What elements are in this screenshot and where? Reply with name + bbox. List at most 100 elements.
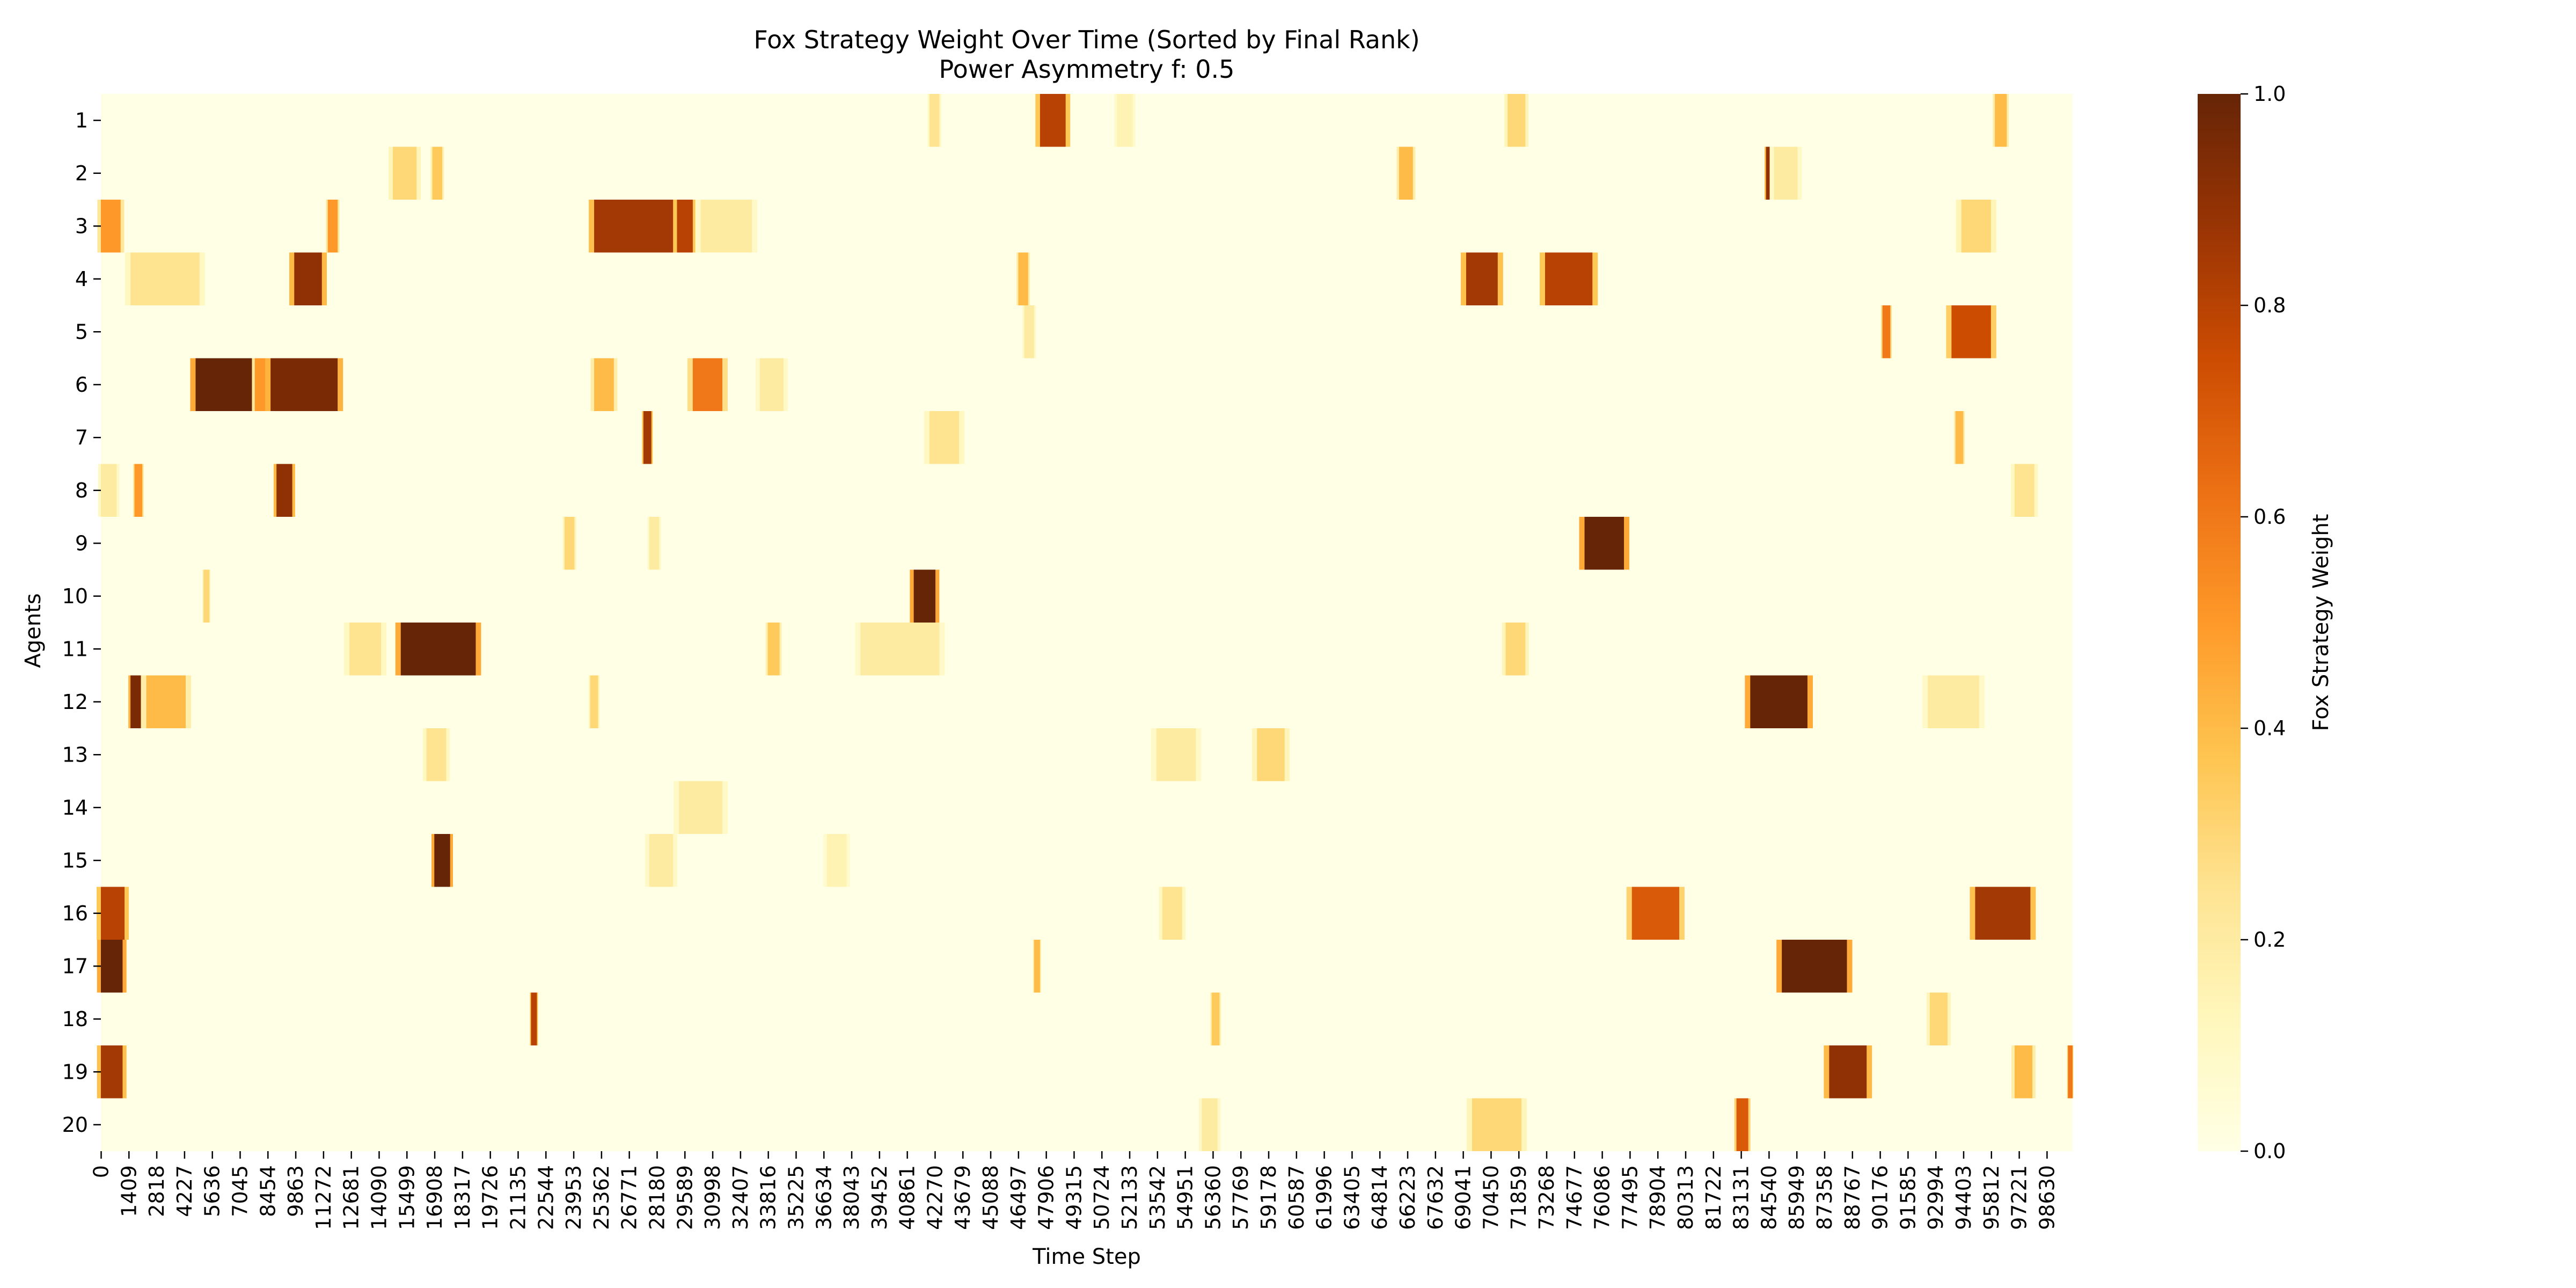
heatmap-cell bbox=[1750, 675, 1807, 728]
x-tick-label: 29589 bbox=[673, 1165, 697, 1230]
x-tick-label: 60587 bbox=[1285, 1165, 1308, 1230]
y-tick-label: 1 bbox=[75, 108, 88, 132]
x-tick-label: 63405 bbox=[1340, 1165, 1364, 1230]
heatmap-cell bbox=[860, 623, 940, 676]
heatmap-cell bbox=[700, 200, 752, 253]
y-tick-label: 18 bbox=[62, 1007, 88, 1031]
heatmap-cell bbox=[146, 675, 186, 728]
y-tick-label: 8 bbox=[75, 479, 88, 502]
y-tick-label: 5 bbox=[75, 320, 88, 343]
x-tick-label: 18317 bbox=[451, 1165, 474, 1230]
x-tick-label: 69041 bbox=[1452, 1165, 1475, 1230]
x-tick-label: 50724 bbox=[1090, 1165, 1114, 1230]
chart-subtitle: Power Asymmetry f: 0.5 bbox=[939, 55, 1235, 84]
x-tick-label: 76086 bbox=[1591, 1165, 1614, 1230]
heatmap-cell bbox=[2014, 464, 2035, 517]
heatmap-cell bbox=[2068, 1045, 2073, 1099]
heatmap-cell bbox=[1505, 623, 1526, 676]
x-tick-label: 15499 bbox=[395, 1165, 419, 1230]
heatmap-cell bbox=[134, 464, 143, 517]
y-tick-label: 16 bbox=[62, 902, 88, 925]
heatmap-cell bbox=[434, 834, 450, 887]
x-tick-label: 39452 bbox=[868, 1165, 891, 1230]
colorbar bbox=[2198, 94, 2241, 1151]
y-tick-label: 17 bbox=[62, 954, 88, 978]
x-tick-label: 57769 bbox=[1229, 1165, 1253, 1230]
heatmap-cell bbox=[1156, 728, 1196, 781]
heatmap-cell bbox=[930, 94, 940, 147]
heatmap-cell bbox=[1975, 887, 2031, 940]
y-tick-label: 7 bbox=[75, 426, 88, 449]
x-tick-label: 70450 bbox=[1479, 1165, 1503, 1230]
colorbar-tick-label: 0.2 bbox=[2253, 928, 2286, 952]
x-tick-label: 94403 bbox=[1952, 1165, 1975, 1230]
colorbar-label: Fox Strategy Weight bbox=[2309, 514, 2333, 731]
x-tick-label: 16908 bbox=[423, 1165, 447, 1230]
heatmap-cell bbox=[276, 464, 292, 517]
x-tick-label: 1409 bbox=[117, 1165, 141, 1217]
heatmap-cell bbox=[1955, 411, 1964, 464]
heatmap-cell bbox=[426, 728, 447, 781]
colorbar-tick-label: 0.6 bbox=[2253, 505, 2286, 529]
x-tick-label: 56360 bbox=[1201, 1165, 1225, 1230]
heatmap-cell bbox=[1545, 252, 1593, 305]
y-tick-label: 11 bbox=[62, 637, 88, 661]
colorbar-ticks: 0.0 0.2 0.4 0.6 0.8 1.0 bbox=[2241, 82, 2286, 1163]
colorbar-tick-label: 1.0 bbox=[2253, 82, 2286, 106]
x-tick-label: 87358 bbox=[1813, 1165, 1836, 1230]
y-tick-label: 3 bbox=[75, 214, 88, 238]
x-tick-label: 61996 bbox=[1313, 1165, 1336, 1230]
heatmap-cell bbox=[101, 464, 117, 517]
colorbar-tick-label: 0.0 bbox=[2253, 1139, 2286, 1163]
heatmap-cell bbox=[692, 358, 723, 411]
x-tick-label: 28180 bbox=[645, 1165, 669, 1230]
heatmap-cell bbox=[767, 623, 780, 676]
heatmap-cell bbox=[1961, 200, 1991, 253]
y-tick-label: 6 bbox=[75, 373, 88, 397]
heatmap-cell bbox=[930, 411, 960, 464]
x-tick-label: 30998 bbox=[701, 1165, 724, 1230]
heatmap-cell bbox=[1736, 1098, 1748, 1151]
heatmap-cell bbox=[101, 940, 123, 993]
heatmap-cell bbox=[101, 887, 125, 940]
heatmap-cell bbox=[432, 147, 442, 200]
x-tick-label: 83131 bbox=[1730, 1165, 1753, 1230]
y-tick-label: 20 bbox=[62, 1113, 88, 1137]
x-tick-label: 35225 bbox=[784, 1165, 808, 1230]
heatmap-cell bbox=[1257, 728, 1285, 781]
heatmap-cell bbox=[327, 200, 338, 253]
heatmap-cell bbox=[1034, 940, 1040, 993]
heatmap-cell bbox=[1584, 517, 1624, 570]
x-tick-label: 74677 bbox=[1563, 1165, 1586, 1230]
x-axis-label: Time Step bbox=[1032, 1245, 1141, 1269]
x-tick-label: 66223 bbox=[1396, 1165, 1419, 1230]
heatmap-cell bbox=[349, 623, 382, 676]
x-tick-label: 97221 bbox=[2008, 1165, 2031, 1230]
heatmap-cell bbox=[294, 252, 322, 305]
x-tick-label: 33816 bbox=[757, 1165, 780, 1230]
x-tick-label: 36634 bbox=[812, 1165, 836, 1230]
heatmap-cell bbox=[594, 200, 674, 253]
heatmap-cell bbox=[1631, 887, 1679, 940]
heatmap-cell bbox=[1472, 1098, 1521, 1151]
x-axis: 0 1409 2818 4227 5636 7045 8454 9863 11272 12681 1… bbox=[90, 1151, 2059, 1230]
heatmap-cells bbox=[97, 94, 2074, 1151]
heatmap-cell bbox=[679, 781, 723, 834]
colorbar-gradient bbox=[2198, 94, 2241, 1151]
x-tick-label: 52133 bbox=[1118, 1165, 1141, 1230]
heatmap-cell bbox=[1024, 305, 1034, 358]
y-tick-label: 2 bbox=[75, 162, 88, 185]
x-tick-label: 26771 bbox=[618, 1165, 641, 1230]
heatmap-cell bbox=[1782, 940, 1847, 993]
y-tick-label: 12 bbox=[62, 690, 88, 714]
heatmap-cell bbox=[1928, 675, 1979, 728]
x-tick-label: 19726 bbox=[479, 1165, 502, 1230]
x-tick-label: 98630 bbox=[2035, 1165, 2059, 1230]
x-tick-label: 14090 bbox=[367, 1165, 391, 1230]
x-tick-label: 22544 bbox=[534, 1165, 558, 1230]
colorbar-tick-label: 0.8 bbox=[2253, 294, 2286, 317]
heatmap-cell bbox=[1882, 305, 1891, 358]
x-tick-label: 54951 bbox=[1174, 1165, 1197, 1230]
y-tick-label: 13 bbox=[62, 743, 88, 766]
